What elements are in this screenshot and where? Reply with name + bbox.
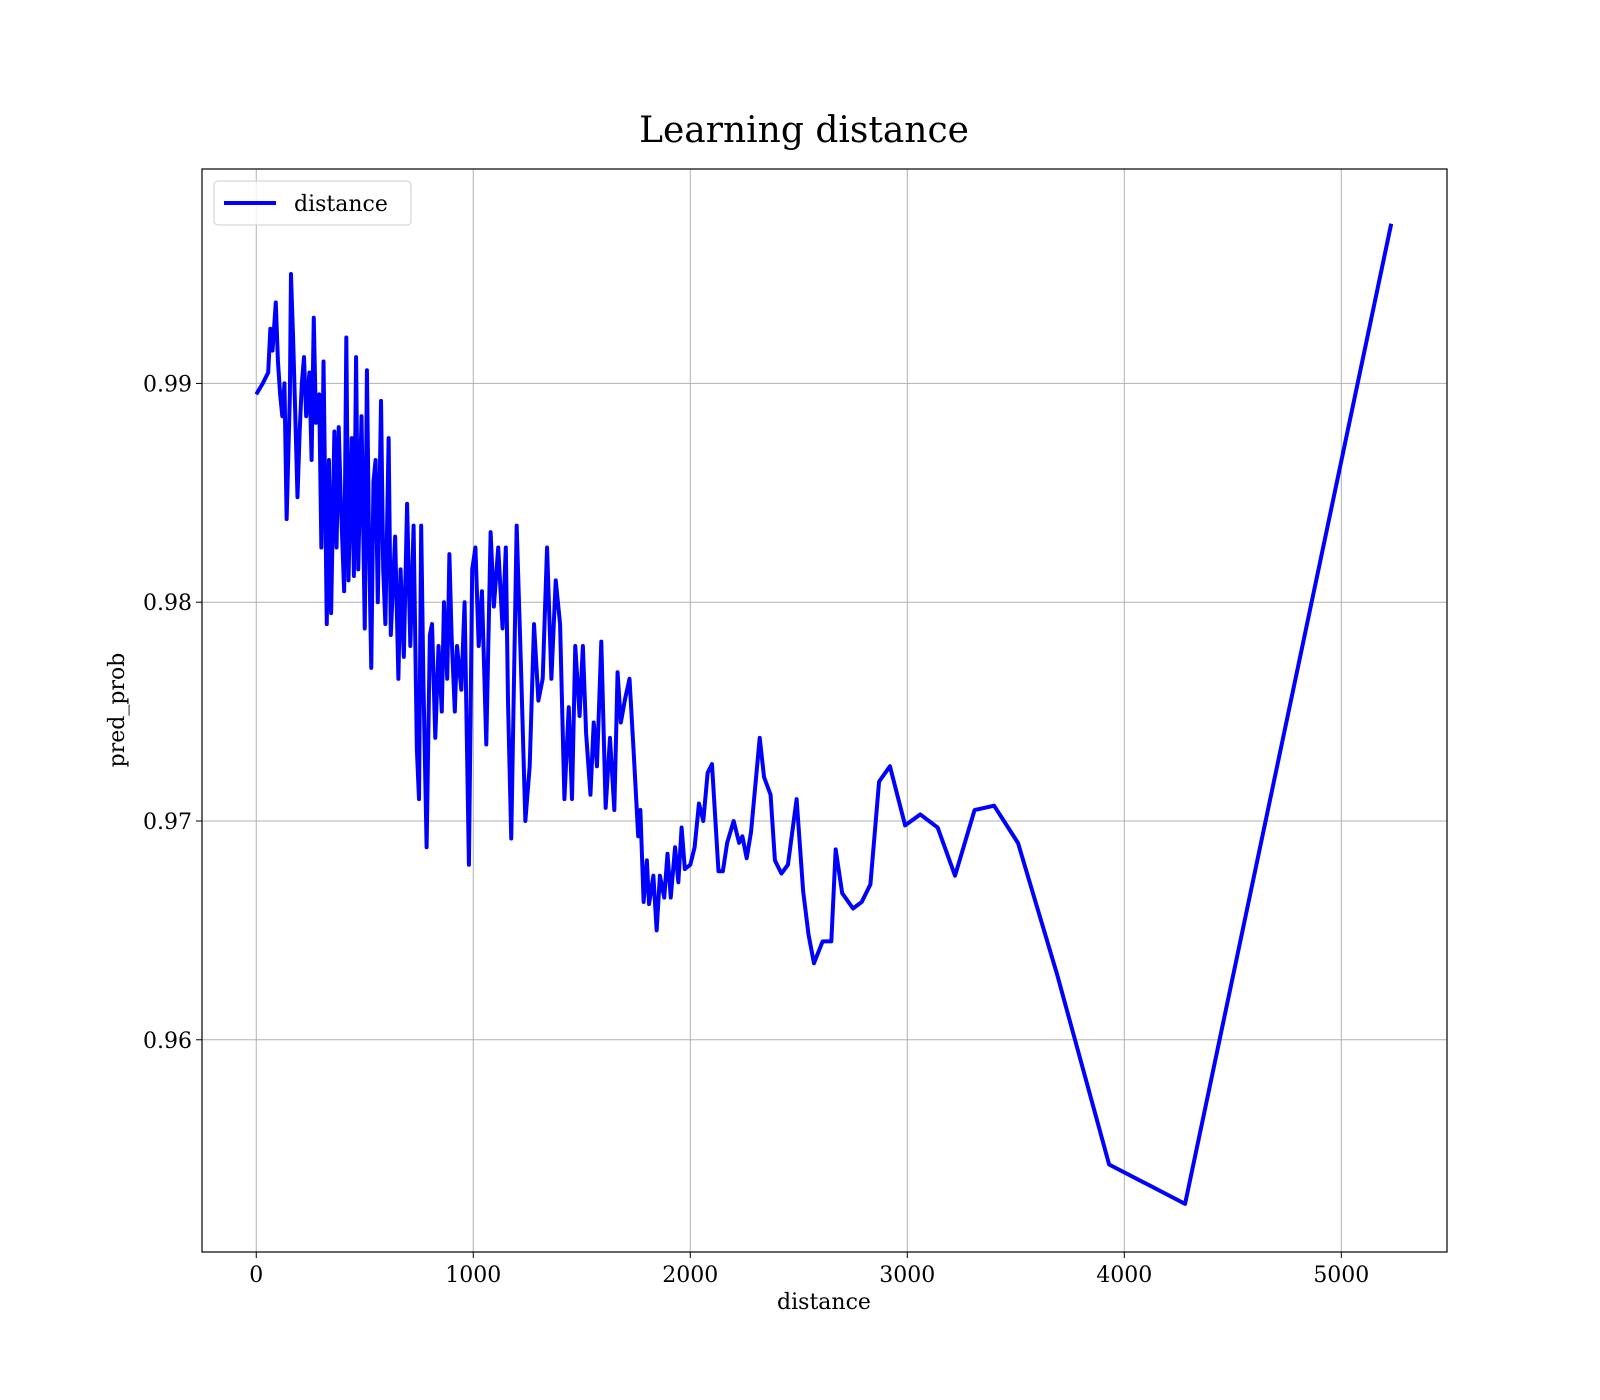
y-tick-label: 0.97	[143, 810, 192, 835]
y-axis-label: pred_prob	[105, 653, 130, 768]
x-tick-label: 3000	[879, 1263, 935, 1288]
x-tick-label: 2000	[662, 1263, 718, 1288]
y-tick-label: 0.99	[143, 372, 192, 397]
legend-label: distance	[294, 192, 388, 217]
legend-box	[213, 180, 412, 226]
data-line	[254, 223, 1394, 1206]
x-tick-label: 4000	[1096, 1263, 1152, 1288]
x-tick-label: 0	[249, 1263, 263, 1288]
y-tick-label: 0.98	[143, 591, 192, 616]
chart-title: Learning distance	[639, 110, 969, 151]
plot-frame	[201, 168, 1448, 1253]
x-tick-label: 5000	[1313, 1263, 1369, 1288]
x-axis-label: distance	[777, 1290, 871, 1315]
x-tick-label: 1000	[445, 1263, 501, 1288]
y-tick-label: 0.96	[143, 1029, 192, 1054]
